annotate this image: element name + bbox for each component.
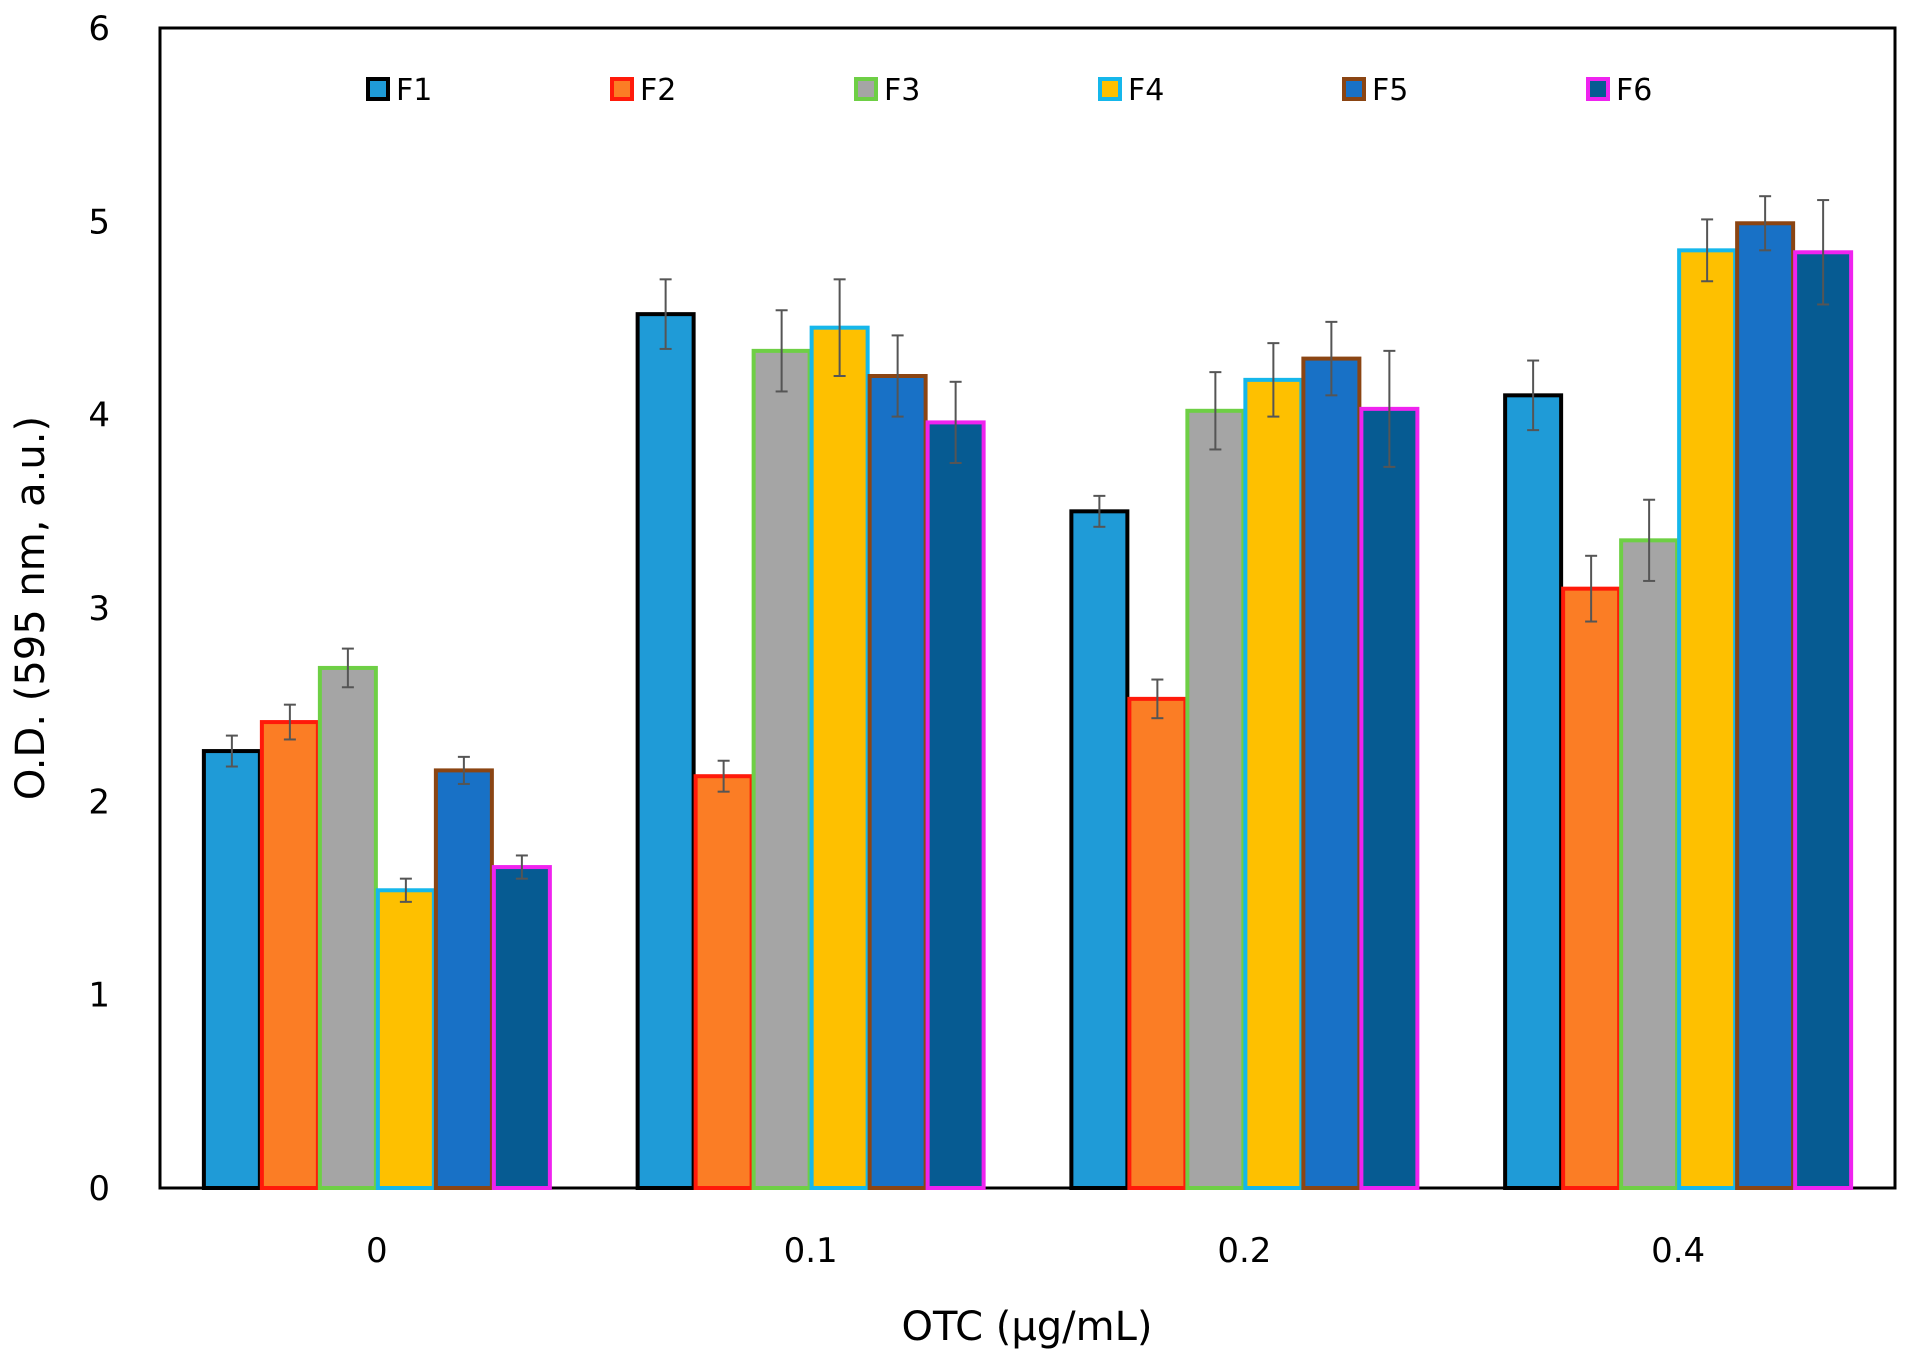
- error-bars-layer: [225, 195, 1830, 903]
- legend-swatch-f6: [1586, 77, 1610, 101]
- legend-label-f5: F5: [1372, 73, 1408, 108]
- x-axis-ticks: 0 0.1 0.2 0.4: [366, 1231, 1705, 1271]
- bar-f3-0: [317, 665, 378, 1190]
- y-axis-ticks: 0 1 2 3 4 5 6: [88, 9, 110, 1209]
- bar-f6-3: [1793, 250, 1854, 1190]
- bar-f4-2: [1243, 377, 1304, 1191]
- legend-swatch-f1: [366, 77, 390, 101]
- bar-f4-3: [1677, 248, 1738, 1191]
- bar-f5-2: [1301, 356, 1362, 1191]
- bar-f4-1: [809, 325, 870, 1190]
- bar-f6-2: [1359, 406, 1420, 1191]
- bar-f2-3: [1561, 586, 1622, 1190]
- legend-label-f3: F3: [884, 73, 920, 108]
- bar-f3-1: [751, 348, 812, 1191]
- bar-f1-2: [1069, 509, 1130, 1191]
- y-tick-label: 2: [88, 782, 110, 822]
- x-axis-title: OTC (µg/mL): [902, 1304, 1153, 1350]
- y-tick-label: 6: [88, 9, 110, 49]
- bar-f4-0: [375, 888, 436, 1190]
- y-tick-label: 5: [88, 202, 110, 242]
- legend-label-f2: F2: [640, 73, 676, 108]
- y-tick-label: 1: [88, 976, 110, 1016]
- legend-swatch-f2: [610, 77, 634, 101]
- legend-swatch-f3: [854, 77, 878, 101]
- y-tick-label: 0: [88, 1169, 110, 1209]
- legend-label-f1: F1: [396, 73, 432, 108]
- bar-f2-2: [1127, 696, 1188, 1190]
- bar-f2-0: [259, 720, 320, 1190]
- legend-swatch-f4: [1098, 77, 1122, 101]
- bar-f1-0: [201, 749, 262, 1190]
- legend-swatch-f5: [1342, 77, 1366, 101]
- x-tick-label: 0: [366, 1231, 388, 1271]
- bar-f1-1: [635, 312, 696, 1190]
- bar-f5-1: [867, 374, 928, 1190]
- y-tick-label: 3: [88, 589, 110, 629]
- legend: F1 F2 F3 F4 F5 F6: [366, 73, 1652, 108]
- y-tick-label: 4: [88, 396, 110, 436]
- legend-label-f4: F4: [1128, 73, 1164, 108]
- bar-f6-1: [925, 420, 986, 1190]
- y-axis-title: O.D. (595 nm, a.u.): [8, 416, 54, 800]
- bar-f2-1: [693, 774, 754, 1190]
- bars-layer: [201, 221, 1854, 1191]
- bar-f3-3: [1619, 538, 1680, 1190]
- bar-f1-3: [1503, 393, 1564, 1191]
- bar-f3-2: [1185, 408, 1246, 1190]
- legend-label-f6: F6: [1616, 73, 1652, 108]
- x-tick-label: 0.1: [784, 1231, 838, 1271]
- x-tick-label: 0.2: [1217, 1231, 1271, 1271]
- bar-f6-0: [491, 865, 552, 1190]
- bar-f5-3: [1735, 221, 1796, 1190]
- x-tick-label: 0.4: [1651, 1231, 1705, 1271]
- bar-f5-0: [433, 768, 494, 1191]
